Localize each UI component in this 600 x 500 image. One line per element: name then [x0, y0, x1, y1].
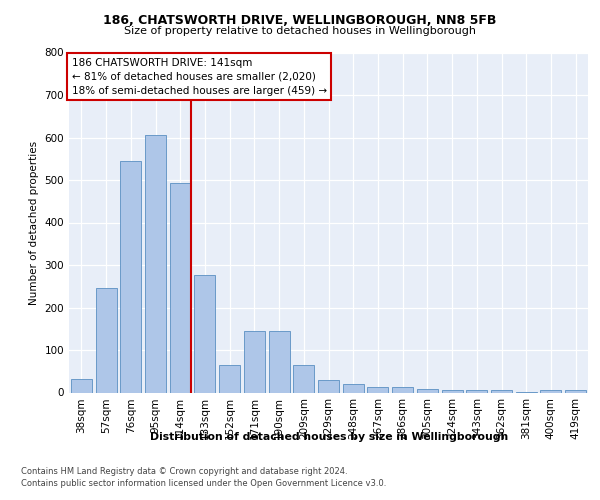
- Bar: [269, 331, 290, 392]
- Bar: [442, 390, 463, 392]
- Text: 186 CHATSWORTH DRIVE: 141sqm
← 81% of detached houses are smaller (2,020)
18% of: 186 CHATSWORTH DRIVE: 141sqm ← 81% of de…: [71, 58, 327, 96]
- Bar: [194, 275, 215, 392]
- Bar: [367, 387, 388, 392]
- Bar: [95, 288, 116, 393]
- Bar: [318, 380, 339, 392]
- Bar: [417, 389, 438, 392]
- Text: Contains HM Land Registry data © Crown copyright and database right 2024.: Contains HM Land Registry data © Crown c…: [21, 468, 347, 476]
- Bar: [565, 390, 586, 392]
- Text: Size of property relative to detached houses in Wellingborough: Size of property relative to detached ho…: [124, 26, 476, 36]
- Text: Distribution of detached houses by size in Wellingborough: Distribution of detached houses by size …: [149, 432, 508, 442]
- Bar: [491, 390, 512, 392]
- Bar: [343, 384, 364, 392]
- Bar: [392, 387, 413, 392]
- Bar: [120, 161, 141, 392]
- Bar: [145, 136, 166, 392]
- Bar: [71, 379, 92, 392]
- Bar: [541, 390, 562, 392]
- Text: 186, CHATSWORTH DRIVE, WELLINGBOROUGH, NN8 5FB: 186, CHATSWORTH DRIVE, WELLINGBOROUGH, N…: [103, 14, 497, 27]
- Text: Contains public sector information licensed under the Open Government Licence v3: Contains public sector information licen…: [21, 478, 386, 488]
- Bar: [170, 183, 191, 392]
- Bar: [293, 365, 314, 392]
- Y-axis label: Number of detached properties: Number of detached properties: [29, 140, 39, 304]
- Bar: [219, 365, 240, 392]
- Bar: [466, 390, 487, 392]
- Bar: [244, 331, 265, 392]
